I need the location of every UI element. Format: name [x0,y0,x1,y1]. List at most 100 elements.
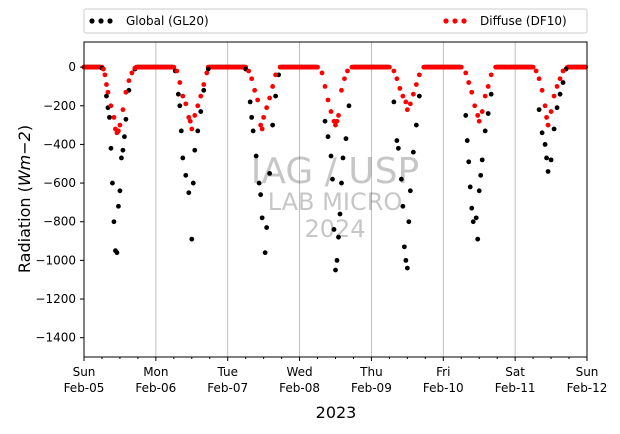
global-point [410,149,416,155]
global-point [464,138,470,143]
global-point [333,267,338,273]
legend-label-diffuse: Diffuse (DF10) [480,14,567,28]
global-point [190,180,196,186]
diffuse-point [255,97,261,103]
diffuse-point [189,126,195,132]
diffuse-point [475,113,481,118]
diffuse-point [126,78,132,84]
diffuse-point [554,84,560,89]
diffuse-point [410,91,416,97]
global-point [401,244,407,250]
global-point [264,225,270,230]
diffuse-point [192,113,198,118]
global-point [107,114,112,120]
diffuse-point [394,76,400,82]
x-tick-label-date: Feb-05 [64,381,105,395]
diffuse-point [463,70,469,76]
global-point [470,219,476,225]
diffuse-point [333,122,338,128]
diffuse-point [404,107,410,113]
diffuse-point [342,76,347,82]
diffuse-point [123,89,129,95]
legend-entry-diffuse: Diffuse (DF10) [443,14,567,28]
diffuse-point [482,93,488,99]
global-point [407,188,413,194]
diffuse-point [400,93,406,99]
y-tick-label: −800 [43,215,76,229]
global-point [560,80,566,85]
diffuse-point [472,103,478,109]
diffuse-point [101,66,106,72]
global-point [189,236,195,242]
legend-marker-global [107,18,113,24]
diffuse-point [259,126,265,132]
y-tick-label: −600 [43,176,76,190]
diffuse-point [174,68,180,74]
diffuse-baseline-point [530,64,536,70]
y-tick-label: −1400 [35,331,76,345]
x-tick-label-date: Feb-07 [207,381,248,395]
watermark-line-2: LAB MICRO [268,188,403,216]
global-point [398,176,404,182]
diffuse-point [180,93,186,99]
global-point [205,66,211,72]
legend-marker-diffuse [461,18,467,24]
global-point [270,122,276,128]
diffuse-point [407,101,413,107]
global-point [123,116,129,122]
global-point [476,188,482,194]
diffuse-point [108,103,114,109]
diffuse-point [246,68,252,74]
x-axis-title: 2023 [316,403,357,422]
global-point [469,205,475,211]
diffuse-point [339,87,344,93]
diffuse-point [466,80,472,85]
x-tick-label-date: Feb-08 [279,381,320,395]
global-point [542,142,548,147]
global-point [473,215,479,221]
y-axis-title-close: ) [15,125,34,131]
global-point [406,219,412,225]
legend-marker-diffuse [443,18,449,24]
global-point [201,87,207,93]
global-point [247,99,253,105]
global-point [391,99,397,105]
global-point [394,138,400,143]
diffuse-point [328,109,334,114]
global-point [111,219,117,225]
gridlines [155,42,516,357]
diffuse-point [264,105,270,111]
diffuse-point [533,68,539,74]
x-tick-label-day: Mon [143,365,168,379]
global-point [258,192,264,198]
global-point [475,236,481,242]
watermark: IAG / USP LAB MICRO 2024 [251,151,419,243]
diffuse-baseline-point [386,64,392,70]
diffuse-point [204,70,210,76]
y-tick-label: 0 [68,60,76,74]
global-point [175,91,181,97]
global-point [108,145,114,151]
global-point [539,130,545,136]
x-tick-label-date: Feb-09 [351,381,392,395]
diffuse-point [267,95,273,101]
diffuse-point [336,113,341,118]
diffuse-point [270,84,276,89]
global-point [250,128,256,134]
diffuse-point [261,114,267,120]
global-point [180,155,186,161]
y-tick-label: −1200 [35,292,76,306]
legend-label-global: Global (GL20) [126,14,209,28]
diffuse-point [551,93,557,99]
global-point [403,257,409,263]
diffuse-point [403,99,409,105]
legend-entry-global: Global (GL20) [89,14,209,28]
global-point [400,203,406,209]
global-point [346,103,352,109]
diffuse-point [560,68,566,74]
diffuse-point [479,109,485,114]
global-point [551,126,557,132]
diffuse-point [183,101,189,107]
x-tick-label-day: Sun [73,365,96,379]
